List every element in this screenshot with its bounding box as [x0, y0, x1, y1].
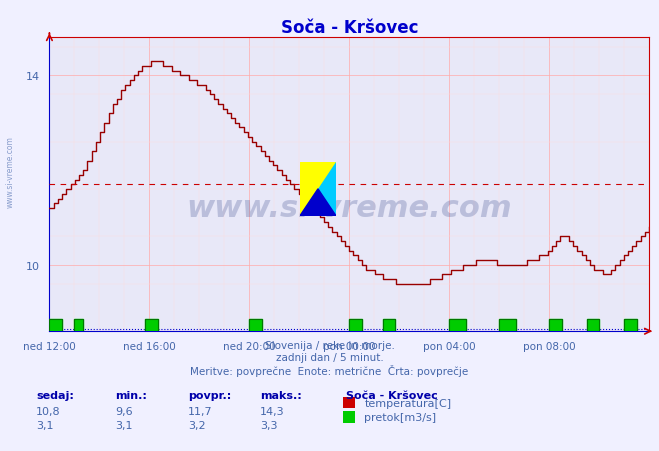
Bar — [449, 320, 466, 331]
Bar — [587, 320, 599, 331]
Text: 3,1: 3,1 — [115, 420, 133, 430]
Text: Soča - Kršovec: Soča - Kršovec — [346, 390, 438, 400]
Text: min.:: min.: — [115, 390, 147, 400]
Text: 14,3: 14,3 — [260, 406, 285, 416]
Text: zadnji dan / 5 minut.: zadnji dan / 5 minut. — [275, 353, 384, 363]
Bar — [349, 320, 362, 331]
Bar — [74, 320, 83, 331]
Text: 9,6: 9,6 — [115, 406, 133, 416]
Text: pretok[m3/s]: pretok[m3/s] — [364, 412, 436, 422]
Text: temperatura[C]: temperatura[C] — [364, 398, 451, 408]
Bar — [549, 320, 561, 331]
Text: sedaj:: sedaj: — [36, 390, 74, 400]
Bar — [49, 320, 62, 331]
Text: 11,7: 11,7 — [188, 406, 212, 416]
Text: 3,3: 3,3 — [260, 420, 278, 430]
Title: Soča - Kršovec: Soča - Kršovec — [281, 19, 418, 37]
Polygon shape — [300, 162, 336, 216]
Text: www.si-vreme.com: www.si-vreme.com — [186, 194, 512, 223]
Bar — [383, 320, 395, 331]
Text: www.si-vreme.com: www.si-vreme.com — [5, 135, 14, 207]
Text: maks.:: maks.: — [260, 390, 302, 400]
Text: 3,2: 3,2 — [188, 420, 206, 430]
Text: Slovenija / reke in morje.: Slovenija / reke in morje. — [264, 341, 395, 350]
Bar — [249, 320, 262, 331]
Bar — [500, 320, 516, 331]
Polygon shape — [300, 189, 336, 216]
Text: 10,8: 10,8 — [36, 406, 61, 416]
Polygon shape — [300, 162, 336, 216]
Bar — [145, 320, 158, 331]
Bar — [624, 320, 637, 331]
Text: 3,1: 3,1 — [36, 420, 54, 430]
Text: povpr.:: povpr.: — [188, 390, 231, 400]
Text: Meritve: povprečne  Enote: metrične  Črta: povprečje: Meritve: povprečne Enote: metrične Črta:… — [190, 364, 469, 377]
